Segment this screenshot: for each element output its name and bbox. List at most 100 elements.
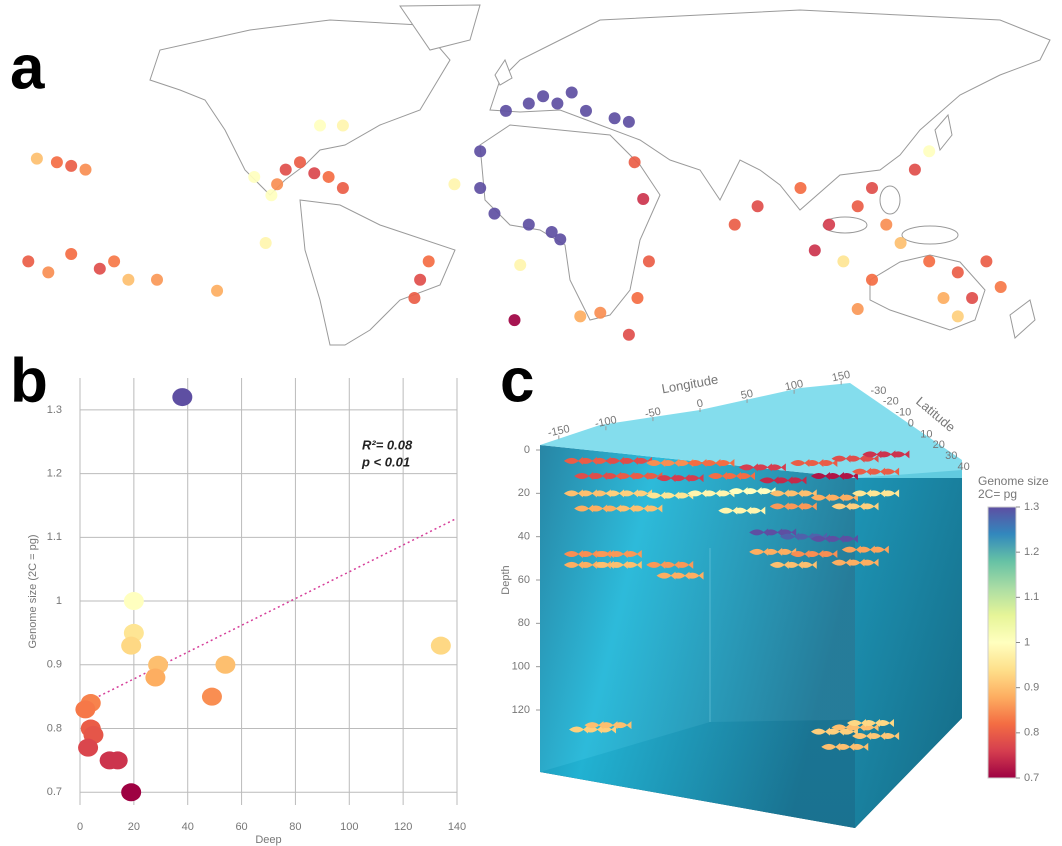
map-point [523, 98, 535, 110]
x-tick-label: 0 [77, 821, 83, 833]
map-point [895, 237, 907, 249]
map-point [408, 292, 420, 304]
ocean-box [540, 383, 962, 828]
map-point [554, 233, 566, 245]
panel-label: c [500, 346, 534, 415]
scatter-point [202, 688, 222, 706]
map-point [574, 310, 586, 322]
map-point [488, 208, 500, 220]
x-tick-label: 150 [831, 369, 851, 385]
map-point [952, 310, 964, 322]
map-point [423, 255, 435, 267]
scatter-point [78, 739, 98, 757]
colorbar-title: 2C= pg [978, 487, 1017, 501]
map-point [65, 248, 77, 260]
map-point [337, 182, 349, 194]
map-point [880, 219, 892, 231]
map-point [995, 281, 1007, 293]
map-point [248, 171, 260, 183]
colorbar-tick-label: 1 [1024, 636, 1030, 648]
map-point [500, 105, 512, 117]
map-point [65, 160, 77, 172]
z-tick-label: 60 [518, 574, 530, 586]
colorbar-tick-label: 1.3 [1024, 501, 1039, 513]
z-tick-label: 100 [512, 661, 530, 673]
y-tick-label: 0.8 [47, 722, 62, 734]
panel-label: b [10, 346, 48, 415]
map-point [448, 178, 460, 190]
map-point [314, 120, 326, 132]
colorbar-tick-label: 1.2 [1024, 546, 1039, 558]
x-tick-label: 80 [289, 821, 301, 833]
map-point [631, 292, 643, 304]
map-point [323, 171, 335, 183]
map-point [51, 156, 63, 168]
map-point [594, 307, 606, 319]
x-axis-label: Deep [255, 834, 281, 846]
y-tick-label: 30 [945, 450, 957, 462]
z-tick-label: 120 [512, 704, 530, 716]
map-point [509, 314, 521, 326]
scatter-point [431, 637, 451, 655]
y-tick-label: 0.9 [47, 659, 62, 671]
map-point [752, 200, 764, 212]
scatter-point [121, 783, 141, 801]
map-point [938, 292, 950, 304]
x-tick-label: 120 [394, 821, 412, 833]
map-point [514, 259, 526, 271]
map-point [629, 156, 641, 168]
map-point [271, 178, 283, 190]
map-point [31, 153, 43, 165]
map-point [308, 167, 320, 179]
z-tick-label: 0 [524, 444, 530, 456]
map-point [265, 189, 277, 201]
map-point [280, 164, 292, 176]
scatter-point [124, 592, 144, 610]
map-point [566, 87, 578, 99]
map-point [260, 237, 272, 249]
map-point [294, 156, 306, 168]
figure: a b c 0204060801001201400.70.80.911.11.2… [0, 0, 1062, 846]
colorbar-tick-label: 0.9 [1024, 682, 1039, 694]
x-tick-label: 20 [128, 821, 140, 833]
x-axis-label: Longitude [660, 372, 719, 397]
map-point [337, 120, 349, 132]
map-point [42, 266, 54, 278]
map-point [923, 255, 935, 267]
y-tick-label: 40 [958, 461, 970, 473]
colorbar [988, 507, 1016, 778]
map-point [523, 219, 535, 231]
x-tick-label: 0 [696, 397, 704, 410]
map-point [414, 274, 426, 286]
map-point [80, 164, 92, 176]
y-tick-label: 0.7 [47, 786, 62, 798]
map-point [729, 219, 741, 231]
map-point [151, 274, 163, 286]
y-axis-label: Genome size (2C = pg) [27, 534, 39, 648]
map-point [866, 274, 878, 286]
map-point [823, 219, 835, 231]
map-point [909, 164, 921, 176]
map-point [866, 182, 878, 194]
z-axis-label: Depth [500, 565, 512, 594]
scatter-point [172, 388, 192, 406]
map-point [609, 112, 621, 124]
map-point [966, 292, 978, 304]
y-tick-label: 1.2 [47, 468, 62, 480]
map-point [122, 274, 134, 286]
map-point [474, 182, 486, 194]
map-point [22, 255, 34, 267]
panel-label: a [10, 33, 45, 102]
y-tick-label: 20 [933, 439, 945, 451]
scatter-point [121, 637, 141, 655]
map-point [923, 145, 935, 157]
trend-line [85, 518, 457, 703]
y-tick-label: 10 [920, 428, 932, 440]
map-point [551, 98, 563, 110]
map-point [980, 255, 992, 267]
map-point [852, 200, 864, 212]
scatter-point [215, 656, 235, 674]
map-point [537, 90, 549, 102]
scatter-point [75, 700, 95, 718]
x-tick-label: 100 [340, 821, 358, 833]
